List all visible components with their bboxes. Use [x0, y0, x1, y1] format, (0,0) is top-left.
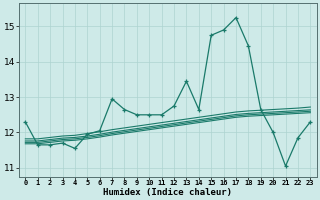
X-axis label: Humidex (Indice chaleur): Humidex (Indice chaleur)	[103, 188, 232, 197]
